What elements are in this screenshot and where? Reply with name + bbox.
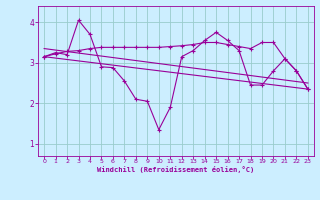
X-axis label: Windchill (Refroidissement éolien,°C): Windchill (Refroidissement éolien,°C) bbox=[97, 166, 255, 173]
